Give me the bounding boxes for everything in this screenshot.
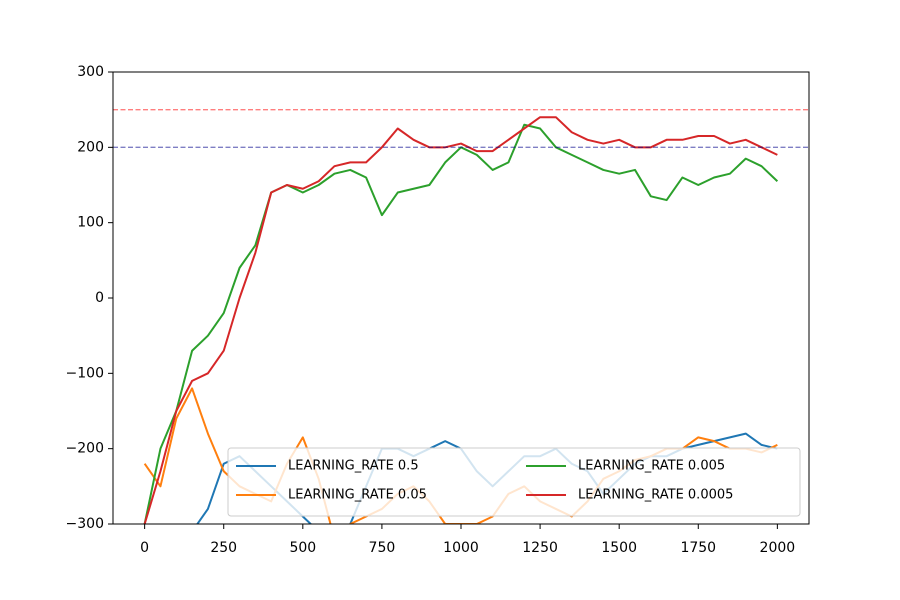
x-tick-label: 500	[289, 540, 316, 556]
legend-box	[227, 447, 801, 517]
y-tick-label: −300	[66, 516, 104, 532]
y-tick-label: −100	[66, 365, 104, 381]
series-line	[143, 116, 778, 524]
legend: LEARNING_RATE 0.5 LEARNING_RATE 0.05 LEARN…	[227, 447, 801, 517]
x-tick-label: 250	[210, 540, 237, 556]
plot-frame	[112, 71, 810, 525]
y-tick-label: 300	[77, 64, 104, 80]
legend-label: LEARNING_RATE 0.005	[578, 459, 725, 474]
x-tick-label: 1500	[601, 540, 637, 556]
legend-label: LEARNING_RATE 0.05	[288, 488, 427, 503]
x-tick-label: 1250	[522, 540, 558, 556]
x-tick-label: 1750	[680, 540, 716, 556]
legend-label: LEARNING_RATE 0.5	[288, 459, 419, 474]
x-tick-label: 1000	[443, 540, 479, 556]
y-tick-label: 100	[77, 215, 104, 231]
x-tick-label: 750	[369, 540, 396, 556]
x-tick-label: 2000	[760, 540, 796, 556]
legend-label: LEARNING_RATE 0.0005	[578, 488, 733, 503]
y-tick-label: −200	[66, 441, 104, 457]
y-tick-label: 0	[95, 290, 104, 306]
x-tick-label: 0	[140, 540, 149, 556]
y-tick-label: 200	[77, 139, 104, 155]
